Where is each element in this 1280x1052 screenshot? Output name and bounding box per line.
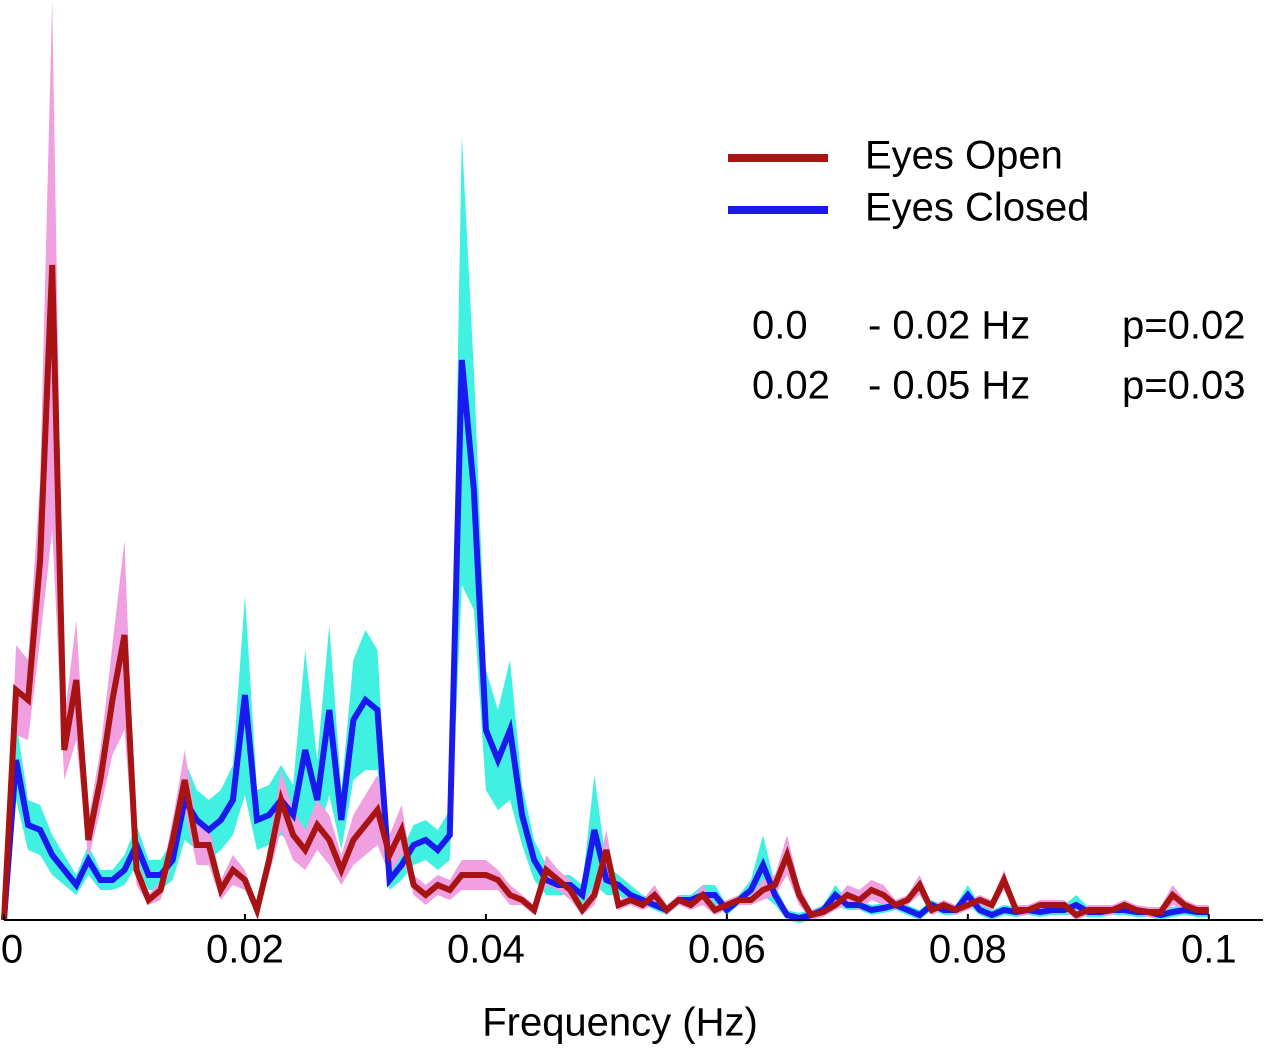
series-line (1, 264, 1209, 921)
annotation: - 0.02 Hz (868, 304, 1030, 348)
x-tick-label: 0 (1, 928, 23, 972)
annotation: p=0.03 (1122, 364, 1245, 408)
x-tick-label: 0.02 (206, 928, 284, 972)
legend-label: Eyes Open (865, 134, 1063, 178)
annotation: 0.0 (752, 304, 808, 348)
x-tick-label: 0.06 (688, 928, 766, 972)
x-tick-label: 0.08 (929, 928, 1007, 972)
annotation: 0.02 (752, 364, 830, 408)
x-tick-label: 0.1 (1181, 928, 1237, 972)
error-band (4, 135, 1209, 923)
legend-label: Eyes Closed (865, 186, 1090, 230)
x-axis-label: Frequency (Hz) (482, 1001, 758, 1045)
annotation: p=0.02 (1122, 304, 1245, 348)
series-line (1, 359, 1209, 922)
x-tick-label: 0.04 (447, 928, 525, 972)
annotation: - 0.05 Hz (868, 364, 1030, 408)
